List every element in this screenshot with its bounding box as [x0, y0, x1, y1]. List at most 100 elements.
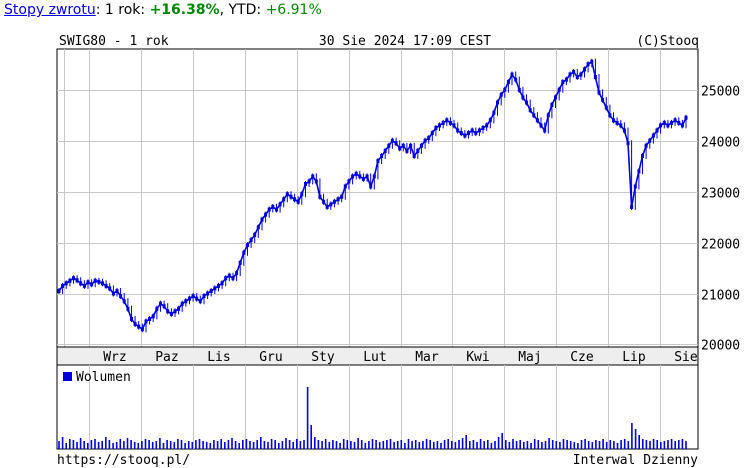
- volume-bar: [87, 443, 89, 449]
- volume-bar: [195, 440, 197, 449]
- volume-bar: [126, 438, 129, 449]
- volume-bar: [360, 440, 363, 449]
- volume-bar: [133, 442, 136, 449]
- volume-bar: [605, 442, 608, 449]
- volume-bar: [627, 441, 630, 449]
- volume-bar: [292, 442, 294, 449]
- volume-bar: [422, 441, 424, 449]
- volume-bar: [310, 425, 312, 449]
- volume-bar: [148, 440, 150, 449]
- volume-bars: [58, 387, 687, 449]
- volume-bar: [530, 443, 532, 449]
- volume-bar: [173, 442, 176, 449]
- volume-bar: [260, 437, 262, 449]
- volume-bar: [357, 438, 359, 449]
- volume-bar: [123, 441, 125, 449]
- volume-bar: [461, 438, 464, 449]
- volume-bar: [159, 438, 161, 449]
- y-tick-label: 24000: [701, 136, 740, 151]
- y-tick-label: 20000: [701, 339, 740, 354]
- volume-bar: [69, 439, 71, 449]
- volume-bar: [577, 443, 579, 449]
- volume-bar: [443, 440, 446, 449]
- volume-bar: [418, 442, 421, 449]
- x-tick-label: Paz: [155, 350, 178, 365]
- volume-bar: [234, 441, 237, 449]
- price-grid: [57, 49, 698, 347]
- volume-bar: [65, 443, 67, 449]
- volume-bar: [274, 440, 276, 449]
- volume-bar: [332, 440, 334, 449]
- volume-bar: [213, 440, 215, 449]
- volume-bar: [256, 440, 258, 449]
- chart-title-left: SWIG80 - 1 rok: [59, 34, 169, 49]
- volume-bar: [375, 440, 377, 449]
- volume-bar: [663, 441, 666, 449]
- volume-bar: [414, 440, 417, 449]
- volume-bar: [162, 443, 165, 449]
- volume-bar: [685, 441, 687, 449]
- volume-bar: [231, 438, 233, 449]
- volume-bar: [303, 440, 305, 449]
- volume-bar: [454, 442, 457, 449]
- volume-bar: [97, 442, 100, 449]
- volume-bar: [645, 440, 648, 449]
- volume-bar: [404, 443, 406, 449]
- volume-bar: [526, 441, 529, 449]
- volume-bar: [670, 439, 673, 449]
- volume-bar: [83, 441, 85, 449]
- volume-bar: [429, 440, 431, 449]
- volume-bar: [533, 439, 536, 449]
- volume-bar: [389, 439, 392, 449]
- price-line: [58, 60, 687, 331]
- volume-bar: [469, 441, 471, 449]
- volume-bar: [155, 441, 158, 449]
- x-tick-label: Sty: [311, 350, 335, 365]
- volume-bar: [245, 439, 248, 449]
- returns-link[interactable]: Stopy zwrotu: [4, 2, 96, 18]
- volume-bar: [541, 442, 543, 449]
- volume-bar: [494, 441, 496, 449]
- volume-bar: [342, 439, 345, 449]
- volume-bar: [497, 437, 500, 449]
- volume-bar: [72, 440, 75, 449]
- volume-bar: [595, 440, 597, 449]
- volume-bar: [321, 441, 323, 449]
- volume-bar: [350, 441, 352, 449]
- volume-bar: [411, 441, 413, 449]
- volume-bar: [584, 439, 586, 449]
- volume-bar: [573, 442, 576, 449]
- x-tick-label: Maj: [518, 350, 541, 365]
- volume-bar: [598, 441, 601, 449]
- volume-bar: [674, 441, 676, 449]
- volume-bar: [306, 387, 309, 449]
- volume-bar: [451, 441, 453, 449]
- volume-bar: [202, 441, 204, 449]
- x-tick-label: Lip: [622, 350, 646, 365]
- volume-bar: [177, 439, 179, 449]
- volume-bar: [335, 441, 338, 449]
- volume-bar: [378, 442, 381, 449]
- volume-bar: [609, 440, 612, 449]
- y-tick-label: 23000: [701, 187, 740, 202]
- returns-line: Stopy zwrotu: 1 rok: +16.38%, YTD: +6.91…: [4, 2, 322, 18]
- y-tick-label: 22000: [701, 238, 740, 253]
- volume-bar: [353, 442, 356, 449]
- volume-legend-swatch: [63, 372, 72, 381]
- ytd-label: , YTD:: [219, 2, 266, 18]
- volume-bar: [90, 440, 93, 449]
- volume-bar: [281, 441, 284, 449]
- period-label: : 1 rok:: [95, 2, 150, 18]
- volume-bar: [555, 441, 558, 449]
- volume-bar: [656, 440, 658, 449]
- volume-bar: [101, 441, 103, 449]
- volume-bar: [479, 439, 482, 449]
- chart-title-center: 30 Sie 2024 17:09 CEST: [319, 34, 491, 49]
- volume-bar: [580, 440, 583, 449]
- volume-bar: [169, 441, 172, 449]
- volume-bar: [112, 443, 114, 449]
- volume-bar: [328, 442, 331, 449]
- volume-legend-label: Wolumen: [76, 370, 131, 385]
- price-series: [57, 58, 688, 333]
